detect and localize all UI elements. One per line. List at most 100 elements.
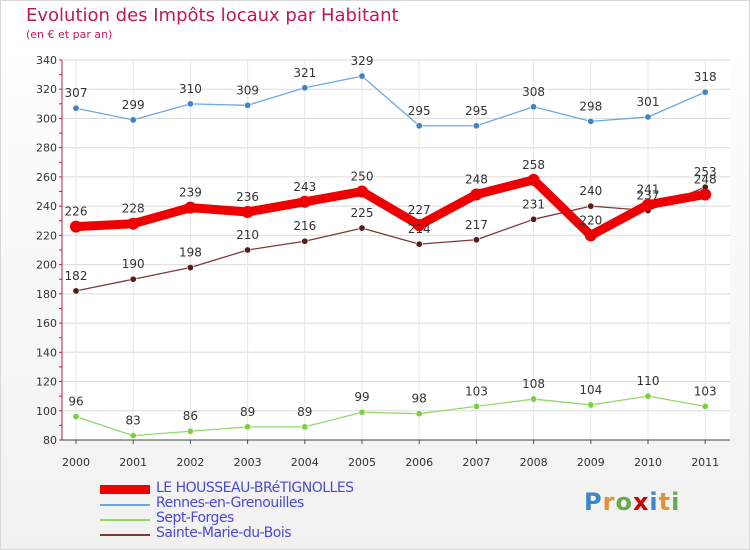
data-point-1-3 [244,101,252,109]
legend-swatch-le-housseau [100,485,150,494]
y-tick-label-320: 320 [36,83,57,96]
data-point-0-7 [470,188,483,201]
y-tick-label-220: 220 [36,229,57,242]
x-tick-label-2009: 2009 [577,456,605,469]
y-tick-label-340: 340 [36,54,57,67]
x-tick-label-2000: 2000 [62,456,90,469]
data-point-2-6 [415,410,423,418]
logo-letter: i [671,488,681,516]
logo-letter: o [615,488,633,516]
data-label-0-8: 258 [522,158,545,172]
data-point-2-7 [472,402,480,410]
legend-label-rennes: Rennes-en-Grenouilles [156,495,304,511]
logo-letter: r [602,488,616,516]
x-tick-label-2007: 2007 [462,456,490,469]
series-line-0 [71,175,710,240]
data-point-0-3 [241,206,254,218]
data-label-1-8: 308 [522,85,545,99]
data-label-0-10: 241 [637,183,660,197]
x-tick-label-2005: 2005 [348,456,376,469]
data-label-0-4: 243 [293,180,316,194]
x-tick-label-2004: 2004 [291,456,319,469]
data-point-2-4 [301,423,309,431]
data-label-3-1: 190 [122,257,145,271]
x-tick-label-2003: 2003 [234,456,262,469]
legend-swatch-sainte-marie [100,534,150,536]
legend-label-le-housseau: LE HOUSSEAU-BRéTIGNOLLES [156,480,354,496]
data-label-0-6: 227 [408,203,431,217]
y-tick-label-120: 120 [36,376,57,389]
data-point-3-4 [301,237,309,245]
series-line-2 [75,395,706,437]
logo-letter: i [649,488,659,516]
data-label-2-3: 89 [240,405,255,419]
data-point-3-3 [244,246,252,254]
data-label-1-2: 310 [179,82,202,96]
legend-label-sainte-marie: Sainte-Marie-du-Bois [156,525,292,541]
data-label-2-6: 98 [412,392,427,406]
data-point-2-8 [530,395,538,403]
data-point-2-5 [358,408,366,416]
axis-layer: 80 100 120 140 160 180 200 220 240 260 280 300 320 34… [36,54,730,469]
data-label-3-7: 217 [465,218,488,232]
data-label-2-8: 108 [522,377,545,391]
data-point-1-7 [472,122,480,130]
data-point-0-0 [70,220,82,233]
data-label-2-9: 104 [579,383,602,397]
series-line-3 [75,186,706,292]
data-point-3-9 [587,202,595,210]
data-label-2-11: 103 [694,384,717,398]
data-label-2-1: 83 [126,414,141,428]
x-tick-label-2006: 2006 [405,456,433,469]
x-tick-label-2001: 2001 [119,456,147,469]
y-tick-label-180: 180 [36,288,57,301]
data-point-1-0 [72,104,80,112]
data-point-3-8 [530,215,538,223]
data-label-3-0: 182 [65,269,88,283]
data-point-0-2 [184,201,197,214]
data-point-1-1 [129,116,137,124]
data-point-1-6 [415,122,423,130]
y-tick-label-260: 260 [36,171,57,184]
data-label-3-3: 210 [236,228,259,242]
data-point-1-8 [530,103,538,111]
chart-subtitle: (en € et par an) [26,28,113,41]
grid-layer [62,59,730,441]
y-tick-label-200: 200 [36,259,57,272]
data-point-1-10 [644,113,652,121]
data-point-3-7 [472,236,480,244]
data-point-1-2 [186,100,194,108]
data-point-0-11 [699,188,712,201]
proxiti-logo: Proxiti [584,488,680,516]
data-label-1-11: 318 [694,70,717,84]
data-point-3-0 [72,287,80,295]
data-label-1-5: 329 [351,54,374,68]
data-label-3-9: 240 [579,184,602,198]
x-tick-label-2002: 2002 [176,456,204,469]
y-tick-label-280: 280 [36,142,57,155]
data-point-3-1 [129,275,137,283]
data-label-1-4: 321 [293,66,316,80]
data-point-1-11 [701,88,709,96]
data-label-1-1: 299 [122,98,145,112]
x-tick-label-2010: 2010 [634,456,662,469]
data-point-2-1 [129,432,137,440]
legend-label-sept-forges: Sept-Forges [156,510,234,526]
y-tick-label-240: 240 [36,200,57,213]
data-point-3-6 [415,240,423,248]
data-label-layer: 182 190 198 210 216 225 214 217 231 240 237 253 96 83… [65,54,717,428]
data-point-0-4 [298,195,311,208]
data-label-1-0: 307 [65,86,88,100]
y-tick-label-80: 80 [43,434,57,447]
x-tick-label-2008: 2008 [520,456,548,469]
data-point-0-8 [527,173,540,186]
data-point-3-2 [186,264,194,272]
data-label-0-5: 250 [351,170,374,184]
data-label-0-0: 226 [65,205,88,219]
data-point-0-6 [413,219,426,232]
x-tick-label-2011: 2011 [691,456,719,469]
series-line-1 [75,75,706,127]
data-label-3-10: 237 [637,189,660,203]
y-tick-label-140: 140 [36,346,57,359]
